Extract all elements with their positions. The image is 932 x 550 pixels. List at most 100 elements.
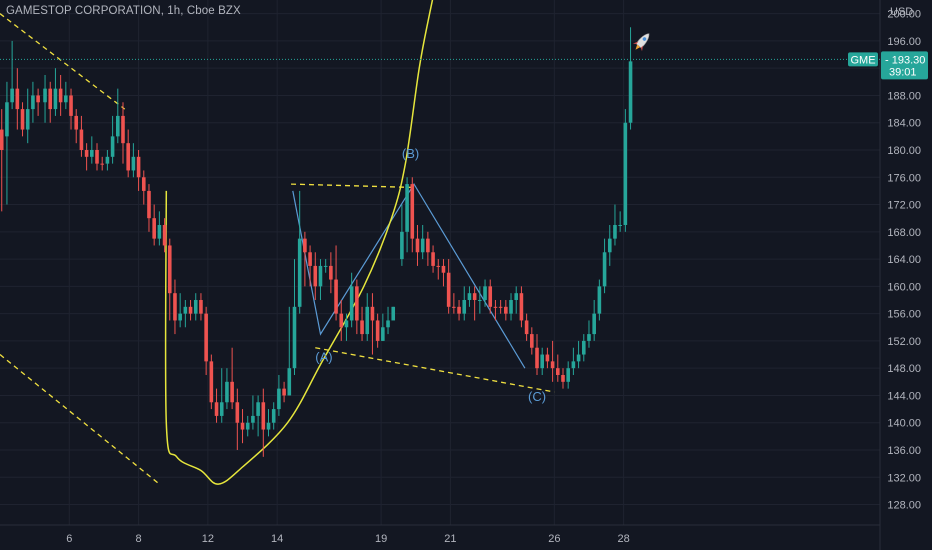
trendline-dashed — [315, 347, 555, 393]
candle — [84, 143, 89, 171]
candle-body — [308, 252, 312, 266]
candle — [323, 259, 328, 273]
candle — [566, 361, 570, 389]
candle-body — [313, 265, 318, 287]
candle — [303, 231, 307, 287]
candle — [370, 293, 375, 355]
candle — [498, 300, 503, 314]
candle — [287, 306, 292, 396]
candle — [90, 136, 94, 164]
candle — [555, 354, 560, 382]
candle — [545, 347, 550, 369]
candle — [329, 252, 333, 294]
x-tick-label: 12 — [202, 533, 214, 545]
candle — [457, 300, 461, 321]
candle-body — [141, 177, 146, 191]
candle-body — [271, 409, 276, 423]
candle-body — [126, 143, 130, 171]
candle-body — [349, 286, 354, 321]
candle — [587, 320, 591, 348]
candle-body — [405, 184, 409, 232]
candle — [58, 75, 63, 116]
candle-body — [498, 306, 503, 308]
candle — [431, 245, 435, 273]
candle — [467, 286, 472, 307]
candle — [576, 340, 581, 369]
candle — [251, 395, 255, 430]
candle-body — [219, 402, 224, 416]
time-axis[interactable]: 6 8 12 14 19 21 26 28 — [66, 533, 630, 545]
y-tick-label: 148.00 — [887, 363, 921, 375]
candle-body — [514, 293, 519, 300]
candle-body — [318, 265, 323, 287]
candle-body — [478, 300, 482, 301]
candle-body — [524, 320, 529, 335]
candle — [266, 409, 271, 437]
currency-selector[interactable]: USD — [890, 6, 913, 18]
candle — [514, 286, 519, 314]
candle-body — [391, 306, 396, 321]
candle-body — [587, 334, 591, 341]
candle — [540, 347, 545, 375]
candle-body — [535, 347, 539, 369]
candle — [535, 334, 539, 375]
candle-body — [602, 252, 607, 287]
candle — [173, 279, 177, 335]
candle-body — [277, 388, 281, 410]
cup-curve — [164, 0, 434, 485]
candle — [355, 279, 359, 335]
candle-body — [183, 306, 188, 314]
candle-body — [84, 150, 89, 157]
candle — [74, 109, 79, 144]
candle-body — [256, 402, 260, 416]
candle-body — [36, 95, 40, 103]
x-tick-label: 19 — [375, 533, 387, 545]
candle-body — [121, 115, 125, 144]
candle — [43, 75, 47, 123]
candle-body — [365, 306, 370, 335]
rocket-window — [642, 37, 647, 41]
candle — [334, 245, 338, 321]
candle-body — [287, 368, 292, 396]
candle — [618, 211, 622, 232]
candle-body — [426, 238, 430, 253]
candle — [365, 293, 370, 341]
candle — [204, 306, 208, 375]
candle-body — [467, 293, 472, 300]
candle-body — [15, 88, 20, 110]
price-badge — [881, 51, 928, 80]
trendline-dashed — [0, 13, 126, 110]
candle-body — [303, 238, 307, 253]
elliott-wave-path — [292, 182, 526, 369]
candle — [613, 204, 617, 246]
candle-body — [334, 279, 338, 314]
candle-body — [597, 286, 602, 314]
y-tick-label: 188.00 — [887, 90, 921, 102]
candle-body — [446, 272, 451, 307]
candle — [550, 340, 555, 382]
candle-body — [462, 300, 467, 314]
trendline-dashed — [291, 183, 416, 189]
candle — [493, 300, 498, 321]
candle — [230, 347, 234, 410]
countdown-label: 39:01 — [889, 66, 917, 78]
candle-body — [230, 381, 234, 403]
candle-body — [472, 293, 477, 300]
candle-body — [436, 265, 441, 267]
candle — [235, 388, 240, 450]
candle — [509, 293, 513, 321]
candle-body — [136, 156, 141, 178]
x-tick-label: 21 — [444, 533, 456, 545]
candle — [292, 259, 297, 375]
candle — [571, 347, 576, 375]
candle — [405, 177, 409, 253]
candle-body — [147, 190, 151, 219]
candle — [318, 259, 323, 300]
candle-body — [266, 422, 271, 430]
candle — [245, 415, 250, 437]
candle-body — [115, 115, 120, 137]
candle-body — [329, 265, 333, 280]
y-tick-label: 160.00 — [887, 281, 921, 293]
